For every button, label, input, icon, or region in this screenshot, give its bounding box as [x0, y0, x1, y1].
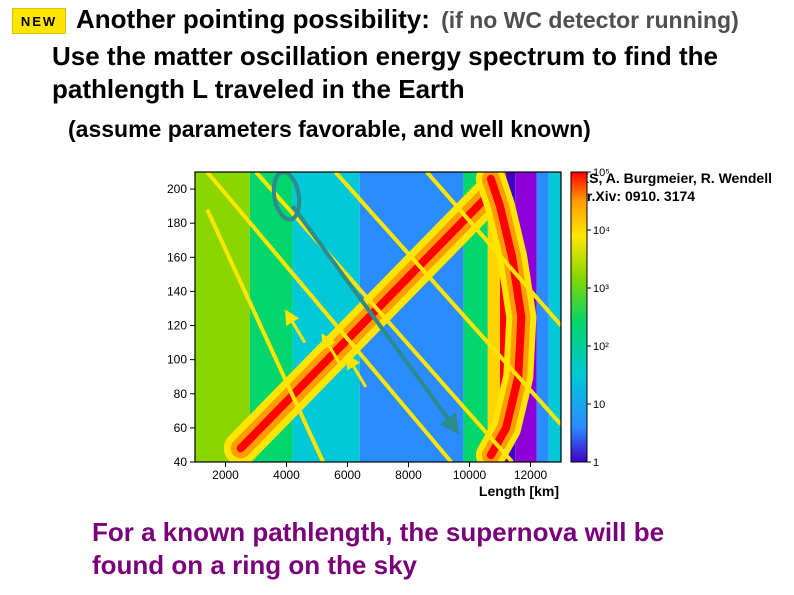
svg-text:12000: 12000 — [514, 468, 548, 482]
title-paren: (if no WC detector running) — [441, 7, 739, 33]
title-line-2: Use the matter oscillation energy spectr… — [52, 40, 752, 105]
svg-text:180: 180 — [167, 216, 187, 230]
heatmap-svg: 2000 4000 6000 8000 10000 12000 40 60 80 100 120 14… — [135, 162, 635, 502]
svg-text:10²: 10² — [593, 341, 609, 353]
svg-text:140: 140 — [167, 284, 187, 298]
svg-text:Length [km]: Length [km] — [479, 483, 559, 499]
svg-text:200: 200 — [167, 182, 187, 196]
svg-text:10: 10 — [593, 399, 605, 411]
svg-text:6000: 6000 — [334, 468, 361, 482]
svg-text:100: 100 — [167, 353, 187, 367]
svg-text:120: 120 — [167, 319, 187, 333]
svg-text:10⁵: 10⁵ — [593, 167, 610, 179]
svg-text:4000: 4000 — [273, 468, 300, 482]
svg-text:1: 1 — [593, 457, 599, 469]
svg-text:160: 160 — [167, 250, 187, 264]
svg-text:80: 80 — [174, 387, 188, 401]
title-main: Another pointing possibility: — [76, 4, 430, 34]
svg-text:10000: 10000 — [453, 468, 487, 482]
heatmap-plot: 2000 4000 6000 8000 10000 12000 40 60 80 100 120 14… — [135, 162, 635, 502]
subtitle: (assume parameters favorable, and well k… — [68, 116, 591, 143]
conclusion-text: For a known pathlength, the supernova wi… — [92, 516, 732, 581]
svg-text:10⁴: 10⁴ — [593, 225, 610, 237]
svg-text:2000: 2000 — [212, 468, 239, 482]
title-line-1: Another pointing possibility: (if no WC … — [76, 4, 739, 35]
svg-text:60: 60 — [174, 421, 188, 435]
svg-text:40: 40 — [174, 455, 188, 469]
svg-text:10³: 10³ — [593, 283, 609, 295]
svg-text:8000: 8000 — [395, 468, 422, 482]
new-badge: NEW — [12, 8, 66, 34]
